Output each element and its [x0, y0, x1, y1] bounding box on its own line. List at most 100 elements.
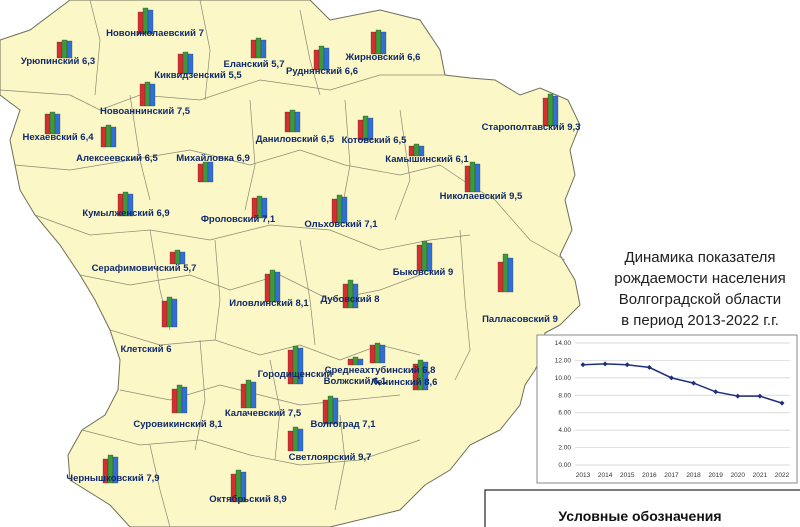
- region-bar: [502, 253, 509, 293]
- region-bar-group: [370, 29, 387, 55]
- region-bar-group: [408, 143, 425, 157]
- y-tick-label: 0.00: [558, 462, 571, 469]
- region-bar-group: [287, 426, 304, 452]
- x-tick-label: 2016: [642, 472, 657, 479]
- region-bar: [323, 47, 330, 71]
- region-bar: [357, 358, 364, 366]
- region-bar-group: [177, 51, 194, 75]
- region-bar-group: [230, 469, 247, 503]
- region-bar-group: [342, 279, 359, 309]
- x-tick-label: 2013: [576, 472, 591, 479]
- region-label: Октябрьский 8,9: [209, 494, 286, 505]
- region-label: Урюпинский 6,3: [21, 56, 95, 67]
- x-tick-label: 2018: [686, 472, 701, 479]
- region-bar: [292, 426, 299, 452]
- region-bar: [207, 161, 214, 183]
- region-bar: [274, 271, 281, 303]
- region-bar: [297, 347, 304, 385]
- region-bar: [174, 249, 181, 265]
- region-label: Алексеевский 6,5: [76, 153, 158, 164]
- region-bar: [332, 397, 339, 425]
- region-label: Чернышковский 7,9: [66, 473, 159, 484]
- region-label: Ленинский 8,6: [371, 377, 438, 388]
- bar-markers: [44, 7, 559, 503]
- region-bar-group: [412, 359, 429, 391]
- region-bar: [260, 39, 267, 59]
- region-label: Быковский 9: [393, 267, 454, 278]
- y-tick-label: 14.00: [555, 340, 572, 347]
- region-bar: [149, 83, 156, 107]
- region-bar-group: [171, 384, 188, 414]
- region-bar-group: [251, 195, 268, 219]
- region-bar: [375, 29, 382, 55]
- region-bar-group: [44, 111, 61, 135]
- region-bar: [284, 111, 291, 133]
- region-label: Среднеахтубинский 6,8: [325, 365, 436, 376]
- region-label: Старополтавский 9,3: [482, 122, 581, 133]
- region-label: Калачевский 7,5: [225, 408, 302, 419]
- region-bar: [181, 386, 188, 414]
- data-point: [602, 361, 608, 367]
- region-label: Палласовский 9: [482, 314, 558, 325]
- region-bar: [147, 9, 154, 35]
- region-bar-group: [139, 81, 156, 107]
- region-label: Камышинский 6,1: [385, 154, 469, 165]
- region-bar: [110, 126, 117, 148]
- region-bar: [474, 163, 481, 193]
- region-label: Фроловский 7,1: [201, 214, 276, 225]
- region-label: Волжский 6,1: [324, 376, 387, 387]
- region-bar-group: [464, 161, 481, 193]
- region-bar: [352, 356, 359, 366]
- series-points: [580, 361, 785, 406]
- region-label: Городищенский: [258, 369, 333, 380]
- region-bar-group: [137, 7, 154, 35]
- district-labels: Новониколаевский 7 Урюпинский 6,3 Еланский…: [21, 28, 581, 505]
- region-bar: [144, 81, 151, 107]
- region-bar: [100, 126, 107, 148]
- data-point: [668, 375, 674, 381]
- region-bar: [255, 37, 262, 59]
- region-bar: [44, 113, 51, 135]
- region-bar: [370, 31, 377, 55]
- region-bar: [240, 471, 247, 503]
- y-tick-label: 8.00: [558, 392, 571, 399]
- region-bar: [187, 53, 194, 75]
- region-label: Руднянский 6,6: [286, 66, 358, 77]
- region-bar: [422, 361, 429, 391]
- region-bar-group: [264, 269, 281, 303]
- data-point: [779, 400, 785, 406]
- region-bar: [374, 342, 381, 364]
- region-bar: [287, 430, 294, 452]
- region-bar: [380, 31, 387, 55]
- region-bar: [507, 257, 514, 293]
- region-bar-group: [322, 395, 339, 425]
- region-label: Новоаннинский 7,5: [100, 106, 191, 117]
- chart-frame: [536, 334, 798, 484]
- x-tick-label: 2015: [620, 472, 635, 479]
- data-point: [735, 393, 741, 399]
- chart-grid: [575, 342, 790, 466]
- region-bar-group: [161, 296, 178, 328]
- region-bar: [352, 283, 359, 309]
- region-bar: [469, 161, 476, 193]
- series-line: [582, 363, 783, 404]
- region-bar: [179, 251, 186, 265]
- region-bar: [197, 163, 204, 183]
- district-borders: [0, 0, 566, 527]
- region-bar: [261, 197, 268, 219]
- region-label: Еланский 5,7: [224, 59, 285, 70]
- region-label: Дубовский 8: [320, 294, 379, 305]
- region-bar-group: [416, 240, 433, 272]
- region-bar-group: [331, 194, 348, 224]
- region-label: Иловлинский 8,1: [229, 298, 309, 309]
- region-label: Даниловский 6,5: [256, 134, 335, 145]
- region-label: Киквидзенский 5,5: [154, 70, 242, 81]
- region-label: Клетский 6: [120, 344, 171, 355]
- region-label: Суровикинский 8,1: [133, 419, 223, 430]
- region-bar: [49, 111, 56, 135]
- region-bar: [367, 117, 374, 141]
- region-bar: [464, 165, 471, 193]
- x-tick-label: 2017: [664, 472, 679, 479]
- y-tick-label: 4.00: [558, 427, 571, 434]
